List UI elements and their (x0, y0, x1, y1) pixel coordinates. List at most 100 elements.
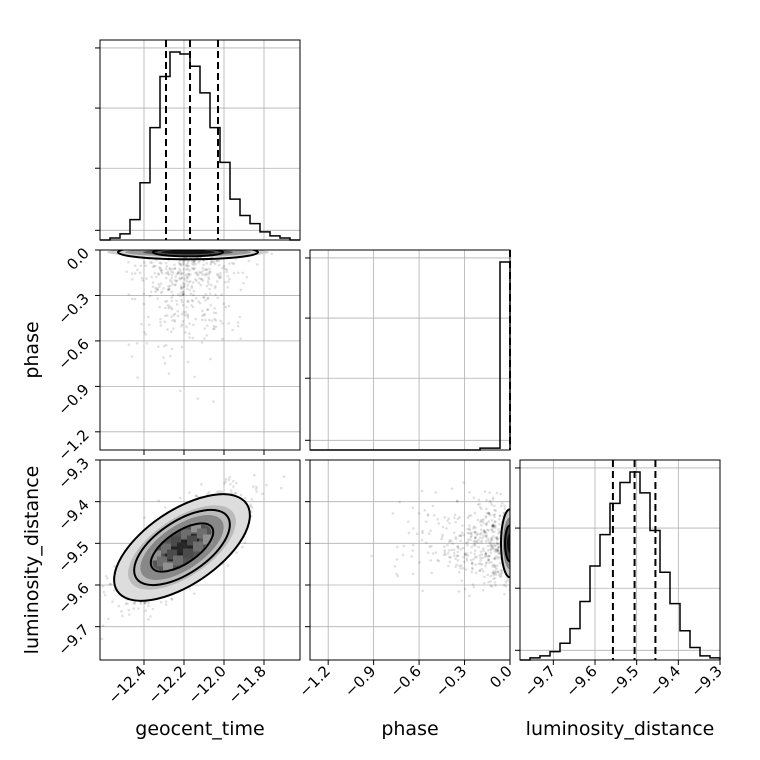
scatter-point (242, 281, 245, 285)
scatter-point (459, 534, 463, 538)
scatter-point (181, 290, 185, 294)
scatter-point (191, 262, 194, 265)
scatter-point (168, 305, 171, 308)
scatter-point (488, 499, 492, 503)
scatter-point (488, 541, 491, 544)
y-tick-label: −1.2 (54, 426, 92, 464)
scatter-point (143, 261, 146, 264)
scatter-point (197, 300, 200, 303)
scatter-point (107, 617, 110, 621)
scatter-point (182, 284, 186, 288)
scatter-point (173, 318, 176, 322)
scatter-point (175, 279, 179, 282)
scatter-point (490, 537, 493, 540)
scatter-point (170, 315, 173, 318)
scatter-point (497, 552, 501, 556)
scatter-point (172, 313, 176, 317)
scatter-point (473, 542, 477, 545)
y-tick-label: −0.6 (54, 335, 92, 373)
scatter-point (224, 305, 227, 309)
scatter-point (447, 549, 451, 552)
scatter-point (181, 303, 185, 307)
scatter-point (426, 514, 430, 517)
scatter-point (482, 534, 485, 537)
scatter-point (493, 520, 497, 524)
scatter-point (500, 571, 504, 575)
scatter-point (493, 508, 496, 512)
scatter-point (159, 266, 162, 270)
scatter-point (478, 554, 481, 557)
scatter-point (471, 583, 475, 586)
scatter-point (174, 275, 177, 278)
scatter-point (210, 319, 214, 322)
scatter-point (167, 306, 171, 310)
density-cell (197, 528, 207, 539)
scatter-point (166, 328, 169, 331)
scatter-point (166, 288, 170, 292)
scatter-point (168, 267, 172, 271)
scatter-point (465, 557, 469, 560)
scatter-point (469, 532, 473, 536)
scatter-point (490, 544, 494, 548)
scatter-point (492, 526, 496, 529)
scatter-point (479, 550, 483, 553)
scatter-point (493, 513, 497, 516)
scatter-point (478, 536, 482, 539)
scatter-point (132, 607, 136, 610)
scatter-point (103, 593, 107, 597)
scatter-point (461, 524, 464, 527)
scatter-point (469, 514, 473, 517)
scatter-point (458, 564, 461, 568)
scatter-point (493, 557, 497, 561)
scatter-point (456, 554, 460, 557)
scatter-point (179, 294, 182, 298)
scatter-point (462, 555, 465, 559)
scatter-point (468, 531, 471, 535)
scatter-point (190, 286, 194, 290)
scatter-point (189, 273, 192, 276)
scatter-point (411, 572, 415, 576)
scatter-point (460, 531, 464, 534)
scatter-point (183, 313, 187, 317)
scatter-point (497, 545, 500, 549)
scatter-point (191, 305, 195, 309)
scatter-point (254, 487, 258, 491)
scatter-point (192, 281, 195, 284)
scatter-point (179, 291, 183, 295)
scatter-point (218, 274, 222, 277)
scatter-point (261, 492, 264, 496)
scatter-point (227, 304, 231, 308)
scatter-point (156, 287, 160, 290)
scatter-point (476, 518, 479, 522)
scatter-point (178, 496, 182, 500)
panel-frame (99, 249, 301, 451)
scatter-point (472, 557, 475, 561)
scatter-point (498, 575, 502, 578)
scatter-point (468, 524, 471, 527)
scatter-point (500, 568, 503, 572)
scatter-point (440, 537, 443, 541)
panel-frame (309, 459, 511, 661)
scatter-point (177, 261, 181, 264)
x-tick-label: −12.2 (145, 662, 190, 707)
scatter-point (467, 538, 470, 541)
scatter-point (488, 491, 491, 495)
scatter-point (472, 585, 476, 589)
scatter-point (469, 535, 473, 539)
scatter-point (491, 525, 494, 528)
scatter-point (214, 284, 217, 288)
scatter-point (465, 552, 469, 555)
scatter-point (497, 537, 501, 540)
scatter-point (436, 517, 439, 521)
scatter-point (473, 530, 477, 534)
scatter-point (491, 571, 495, 574)
scatter-point (187, 264, 191, 268)
x-tick-label: −9.5 (604, 662, 642, 700)
scatter-point (450, 548, 453, 552)
scatter-point (218, 489, 221, 493)
density-cell (157, 556, 167, 567)
scatter-point (452, 531, 456, 535)
scatter-point (473, 544, 477, 547)
scatter-point (180, 345, 184, 349)
scatter-point (424, 541, 428, 544)
